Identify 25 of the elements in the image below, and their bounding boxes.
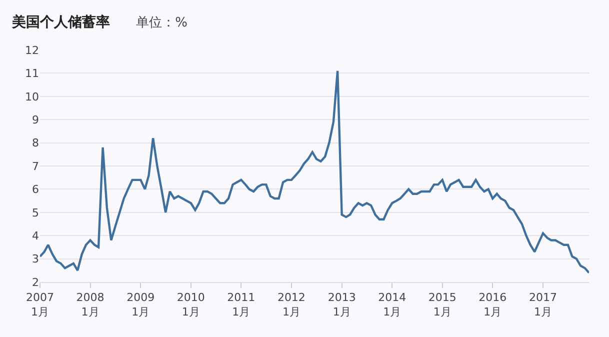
y-tick-label: 2 xyxy=(32,276,39,289)
x-tick-label: 2008 1月 xyxy=(76,291,104,318)
y-tick-label: 9 xyxy=(32,113,39,126)
y-tick-label: 3 xyxy=(32,252,39,266)
x-tick-label: 2015 1月 xyxy=(428,291,456,318)
y-tick-label: 5 xyxy=(32,206,39,220)
y-tick-label: 11 xyxy=(25,67,39,80)
x-tick-label: 2017 1月 xyxy=(529,291,558,318)
y-tick-label: 7 xyxy=(32,160,39,173)
x-tick-label: 2016 1月 xyxy=(478,291,507,318)
y-tick-label: 6 xyxy=(32,183,39,196)
y-tick-label: 8 xyxy=(32,136,39,150)
chart-subtitle: 单位：% xyxy=(110,16,188,31)
x-tick-label: 2013 1月 xyxy=(328,291,356,318)
x-tick-label: 2014 1月 xyxy=(378,291,406,318)
x-tick-label: 2007 1月 xyxy=(26,291,54,318)
x-tick-label: 2009 1月 xyxy=(126,291,155,318)
line-series xyxy=(40,70,589,274)
y-tick-label: 4 xyxy=(32,229,39,242)
x-tick-label: 2010 1月 xyxy=(176,291,205,318)
y-tick-label: 10 xyxy=(25,90,39,104)
x-tick-label: 2012 1月 xyxy=(277,291,306,318)
x-tick-label: 2011 1月 xyxy=(227,291,256,318)
y-tick-label: 12 xyxy=(25,44,39,57)
chart-title: 美国个人储蓄率 xyxy=(11,14,110,31)
